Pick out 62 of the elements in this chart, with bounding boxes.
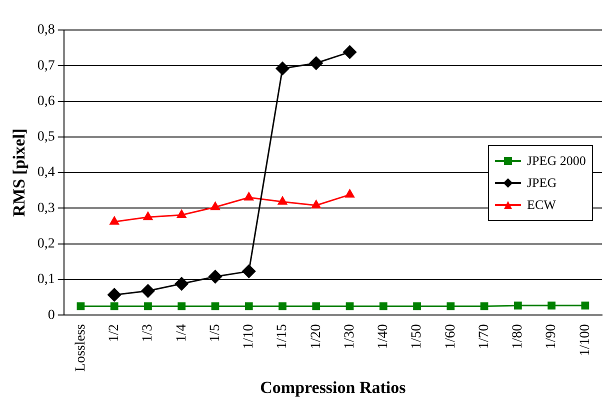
point	[278, 302, 286, 310]
point	[244, 192, 254, 201]
x-tick-label: 1/20	[308, 324, 324, 350]
x-tick-label: 1/10	[242, 324, 257, 350]
point	[309, 56, 323, 70]
point	[278, 196, 288, 205]
point	[480, 302, 488, 310]
point	[144, 302, 152, 310]
point	[211, 302, 220, 310]
x-tick-label: Lossless	[73, 324, 88, 372]
legend-label: JPEG 2000	[527, 153, 586, 169]
y-tick-label: 0,5	[37, 130, 55, 145]
point	[110, 302, 118, 310]
legend-label: ECW	[527, 197, 556, 213]
point	[311, 200, 321, 208]
x-tick-label: 1/4	[174, 324, 190, 342]
point	[514, 302, 522, 310]
y-tick-label: 0,3	[37, 200, 55, 216]
x-tick-label: 1/2	[107, 324, 122, 342]
x-axis-title: Compression Ratios	[260, 378, 406, 398]
point	[244, 302, 253, 310]
x-tick-label: 1/80	[510, 324, 526, 350]
y-tick-label: 0,2	[37, 236, 55, 252]
x-tick-label: 1/15	[275, 324, 290, 350]
point	[343, 45, 357, 59]
y-tick-label: 0,8	[37, 22, 55, 38]
point	[208, 270, 222, 284]
point	[176, 210, 186, 218]
point	[581, 302, 590, 310]
y-tick-label: 0,7	[37, 58, 55, 74]
y-tick-label: 0,4	[37, 165, 55, 180]
point	[379, 302, 388, 310]
x-tick-label: 1/90	[544, 324, 560, 350]
x-tick-label: 1/3	[140, 324, 156, 342]
y-tick-label: 0,1	[37, 272, 55, 288]
point	[210, 202, 220, 210]
x-tick-label: 1/60	[443, 324, 458, 350]
x-tick-label: 1/100	[578, 324, 593, 356]
point	[413, 302, 421, 310]
point	[312, 302, 320, 310]
legend-label: JPEG	[527, 175, 557, 191]
point	[276, 62, 290, 76]
point	[446, 302, 455, 310]
point	[110, 216, 119, 225]
point	[548, 302, 556, 310]
point	[143, 212, 153, 220]
point	[345, 189, 354, 198]
point	[174, 277, 188, 291]
x-tick-label: 1/30	[342, 324, 358, 350]
point	[108, 288, 122, 302]
point	[141, 284, 155, 298]
point	[76, 302, 85, 310]
point	[346, 302, 354, 310]
x-tick-label: 1/5	[208, 324, 223, 342]
x-tick-label: 1/50	[410, 324, 425, 350]
point	[178, 302, 186, 310]
point	[242, 264, 256, 278]
x-tick-label: 1/40	[376, 324, 392, 350]
y-tick-label: 0	[48, 308, 55, 323]
x-tick-label: 1/70	[476, 324, 492, 350]
y-axis-title: RMS [pixel]	[10, 128, 29, 217]
y-tick-label: 0,6	[37, 94, 55, 109]
